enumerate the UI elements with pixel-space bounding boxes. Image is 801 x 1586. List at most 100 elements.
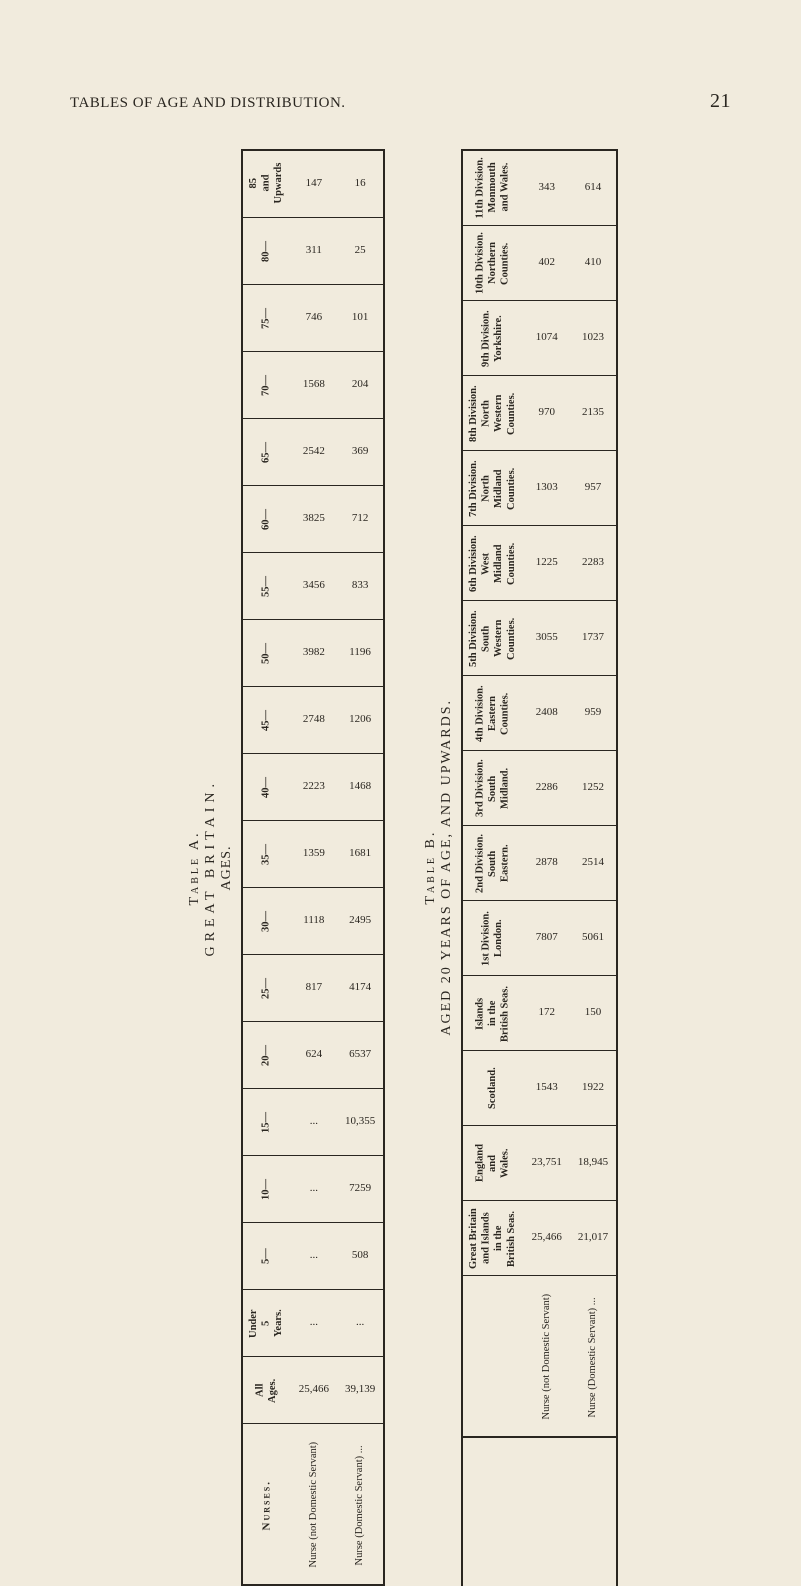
- table-b-cell: 957: [570, 451, 616, 526]
- table-b-cell: 1252: [570, 751, 616, 826]
- table-a-cell: 16: [337, 150, 383, 218]
- running-title: TABLES OF AGE AND DISTRIBUTION.: [70, 95, 346, 112]
- table-a-caption: Table A. GREAT BRITAIN. AGES.: [183, 779, 235, 957]
- table-b-block: Table B. AGED 20 YEARS OF AGE, AND UPWAR…: [419, 149, 618, 1586]
- table-a-cell: 147: [291, 150, 337, 218]
- table-a-cell: 746: [291, 285, 337, 352]
- table-b-cell: 21,017: [570, 1201, 616, 1276]
- table-a-cell: 1359: [291, 821, 337, 888]
- table-b-cell: 614: [570, 150, 616, 226]
- table-a-cell: 39,139: [337, 1357, 383, 1424]
- table-b-cell: 959: [570, 676, 616, 751]
- table-a-cell: 101: [337, 285, 383, 352]
- table-b-cell: 1737: [570, 601, 616, 676]
- division-label: 5th Division.SouthWesternCounties.: [463, 601, 523, 676]
- table-a-cell: 817: [291, 955, 337, 1022]
- table-b: 11th Division.Monmouthand Wales.34361410…: [463, 149, 616, 1438]
- table-b-cell: 1023: [570, 301, 616, 376]
- age-band-label: 30—: [243, 888, 291, 955]
- table-a-cell: 2223: [291, 754, 337, 821]
- division-label: 1st Division.London.: [463, 901, 523, 976]
- page-number: 21: [710, 90, 731, 113]
- division-label: Scotland.: [463, 1051, 523, 1126]
- age-band-label: 10—: [243, 1156, 291, 1223]
- table-a-cell: ...: [291, 1290, 337, 1357]
- table-b-cell: 1922: [570, 1051, 616, 1126]
- age-band-label: 40—: [243, 754, 291, 821]
- division-label: Great Britainand Islandsin theBritish Se…: [463, 1201, 523, 1276]
- table-b-stub: [463, 1276, 523, 1438]
- table-b-cell: 18,945: [570, 1126, 616, 1201]
- table-a-cell: 204: [337, 352, 383, 419]
- table-b-cell: 2878: [524, 826, 570, 901]
- table-a-cell: 25,466: [291, 1357, 337, 1424]
- table-a-cell: 25: [337, 218, 383, 285]
- division-label: EnglandandWales.: [463, 1126, 523, 1201]
- table-a-cell: ...: [337, 1290, 383, 1357]
- division-label: 10th Division.NorthernCounties.: [463, 226, 523, 301]
- table-b-label: Table B.: [423, 830, 438, 905]
- table-a-cell: 1196: [337, 620, 383, 687]
- table-b-series-label: Nurse (Domestic Servant) ...: [570, 1276, 616, 1438]
- table-b-cell: 1303: [524, 451, 570, 526]
- table-a-cell: 7259: [337, 1156, 383, 1223]
- age-band-label: AllAges.: [243, 1357, 291, 1424]
- table-b-caption: Table B. AGED 20 YEARS OF AGE, AND UPWAR…: [419, 699, 455, 1036]
- table-b-cell: 2283: [570, 526, 616, 601]
- table-b-cell: 25,466: [524, 1201, 570, 1276]
- age-band-label: 15—: [243, 1089, 291, 1156]
- table-a-cell: 3456: [291, 553, 337, 620]
- division-label: 9th Division.Yorkshire.: [463, 301, 523, 376]
- table-a-cell: 2542: [291, 419, 337, 486]
- age-band-label: 50—: [243, 620, 291, 687]
- table-a-cell: ...: [291, 1156, 337, 1223]
- age-band-label: 60—: [243, 486, 291, 553]
- table-b-cell: 410: [570, 226, 616, 301]
- table-a-cell: 311: [291, 218, 337, 285]
- table-b-cell: 23,751: [524, 1126, 570, 1201]
- age-band-label: 65—: [243, 419, 291, 486]
- age-band-label: 75—: [243, 285, 291, 352]
- table-a-stub: Nurses.: [243, 1424, 291, 1586]
- tables-wrap: Table A. GREAT BRITAIN. AGES. 85andUpwar…: [70, 149, 731, 1586]
- age-band-label: 20—: [243, 1022, 291, 1089]
- table-a-cell: 712: [337, 486, 383, 553]
- table-a-cell: ...: [291, 1223, 337, 1290]
- table-a-outer: 85andUpwards1471680—3112575—74610170—156…: [241, 149, 385, 1586]
- division-label: 8th Division.NorthWesternCounties.: [463, 376, 523, 451]
- table-a-cell: 6537: [337, 1022, 383, 1089]
- division-label: 4th Division.EasternCounties.: [463, 676, 523, 751]
- table-b-cell: 1225: [524, 526, 570, 601]
- table-b-cell: 7807: [524, 901, 570, 976]
- table-a-cell: 10,355: [337, 1089, 383, 1156]
- age-band-label: 80—: [243, 218, 291, 285]
- table-b-cell: 3055: [524, 601, 570, 676]
- table-b-cell: 2514: [570, 826, 616, 901]
- division-label: 3rd Division.SouthMidland.: [463, 751, 523, 826]
- division-label: 6th Division.WestMidlandCounties.: [463, 526, 523, 601]
- age-band-label: 25—: [243, 955, 291, 1022]
- table-a-label: Table A.: [187, 830, 202, 905]
- table-b-outer: 11th Division.Monmouthand Wales.34361410…: [461, 149, 618, 1586]
- table-b-cell: 2408: [524, 676, 570, 751]
- table-a-cell: 369: [337, 419, 383, 486]
- table-a-cell: 508: [337, 1223, 383, 1290]
- table-a-series-label: Nurse (Domestic Servant) ...: [337, 1424, 383, 1586]
- age-band-label: 35—: [243, 821, 291, 888]
- table-a: 85andUpwards1471680—3112575—74610170—156…: [243, 149, 383, 1586]
- page: TABLES OF AGE AND DISTRIBUTION. 21 Table…: [0, 0, 801, 1274]
- age-band-label: 45—: [243, 687, 291, 754]
- table-a-cell: 3982: [291, 620, 337, 687]
- table-b-cell: 5061: [570, 901, 616, 976]
- table-b-cell: 402: [524, 226, 570, 301]
- division-label: 7th Division.NorthMidlandCounties.: [463, 451, 523, 526]
- division-label: 2nd Division.SouthEastern.: [463, 826, 523, 901]
- table-b-cell: 1074: [524, 301, 570, 376]
- age-band-label: Under5Years.: [243, 1290, 291, 1357]
- table-a-cell: ...: [291, 1089, 337, 1156]
- table-a-sub: AGES.: [219, 845, 234, 890]
- table-a-series-label: Nurse (not Domestic Servant): [291, 1424, 337, 1586]
- table-a-cell: 833: [337, 553, 383, 620]
- table-a-cell: 4174: [337, 955, 383, 1022]
- running-head: TABLES OF AGE AND DISTRIBUTION. 21: [70, 90, 731, 113]
